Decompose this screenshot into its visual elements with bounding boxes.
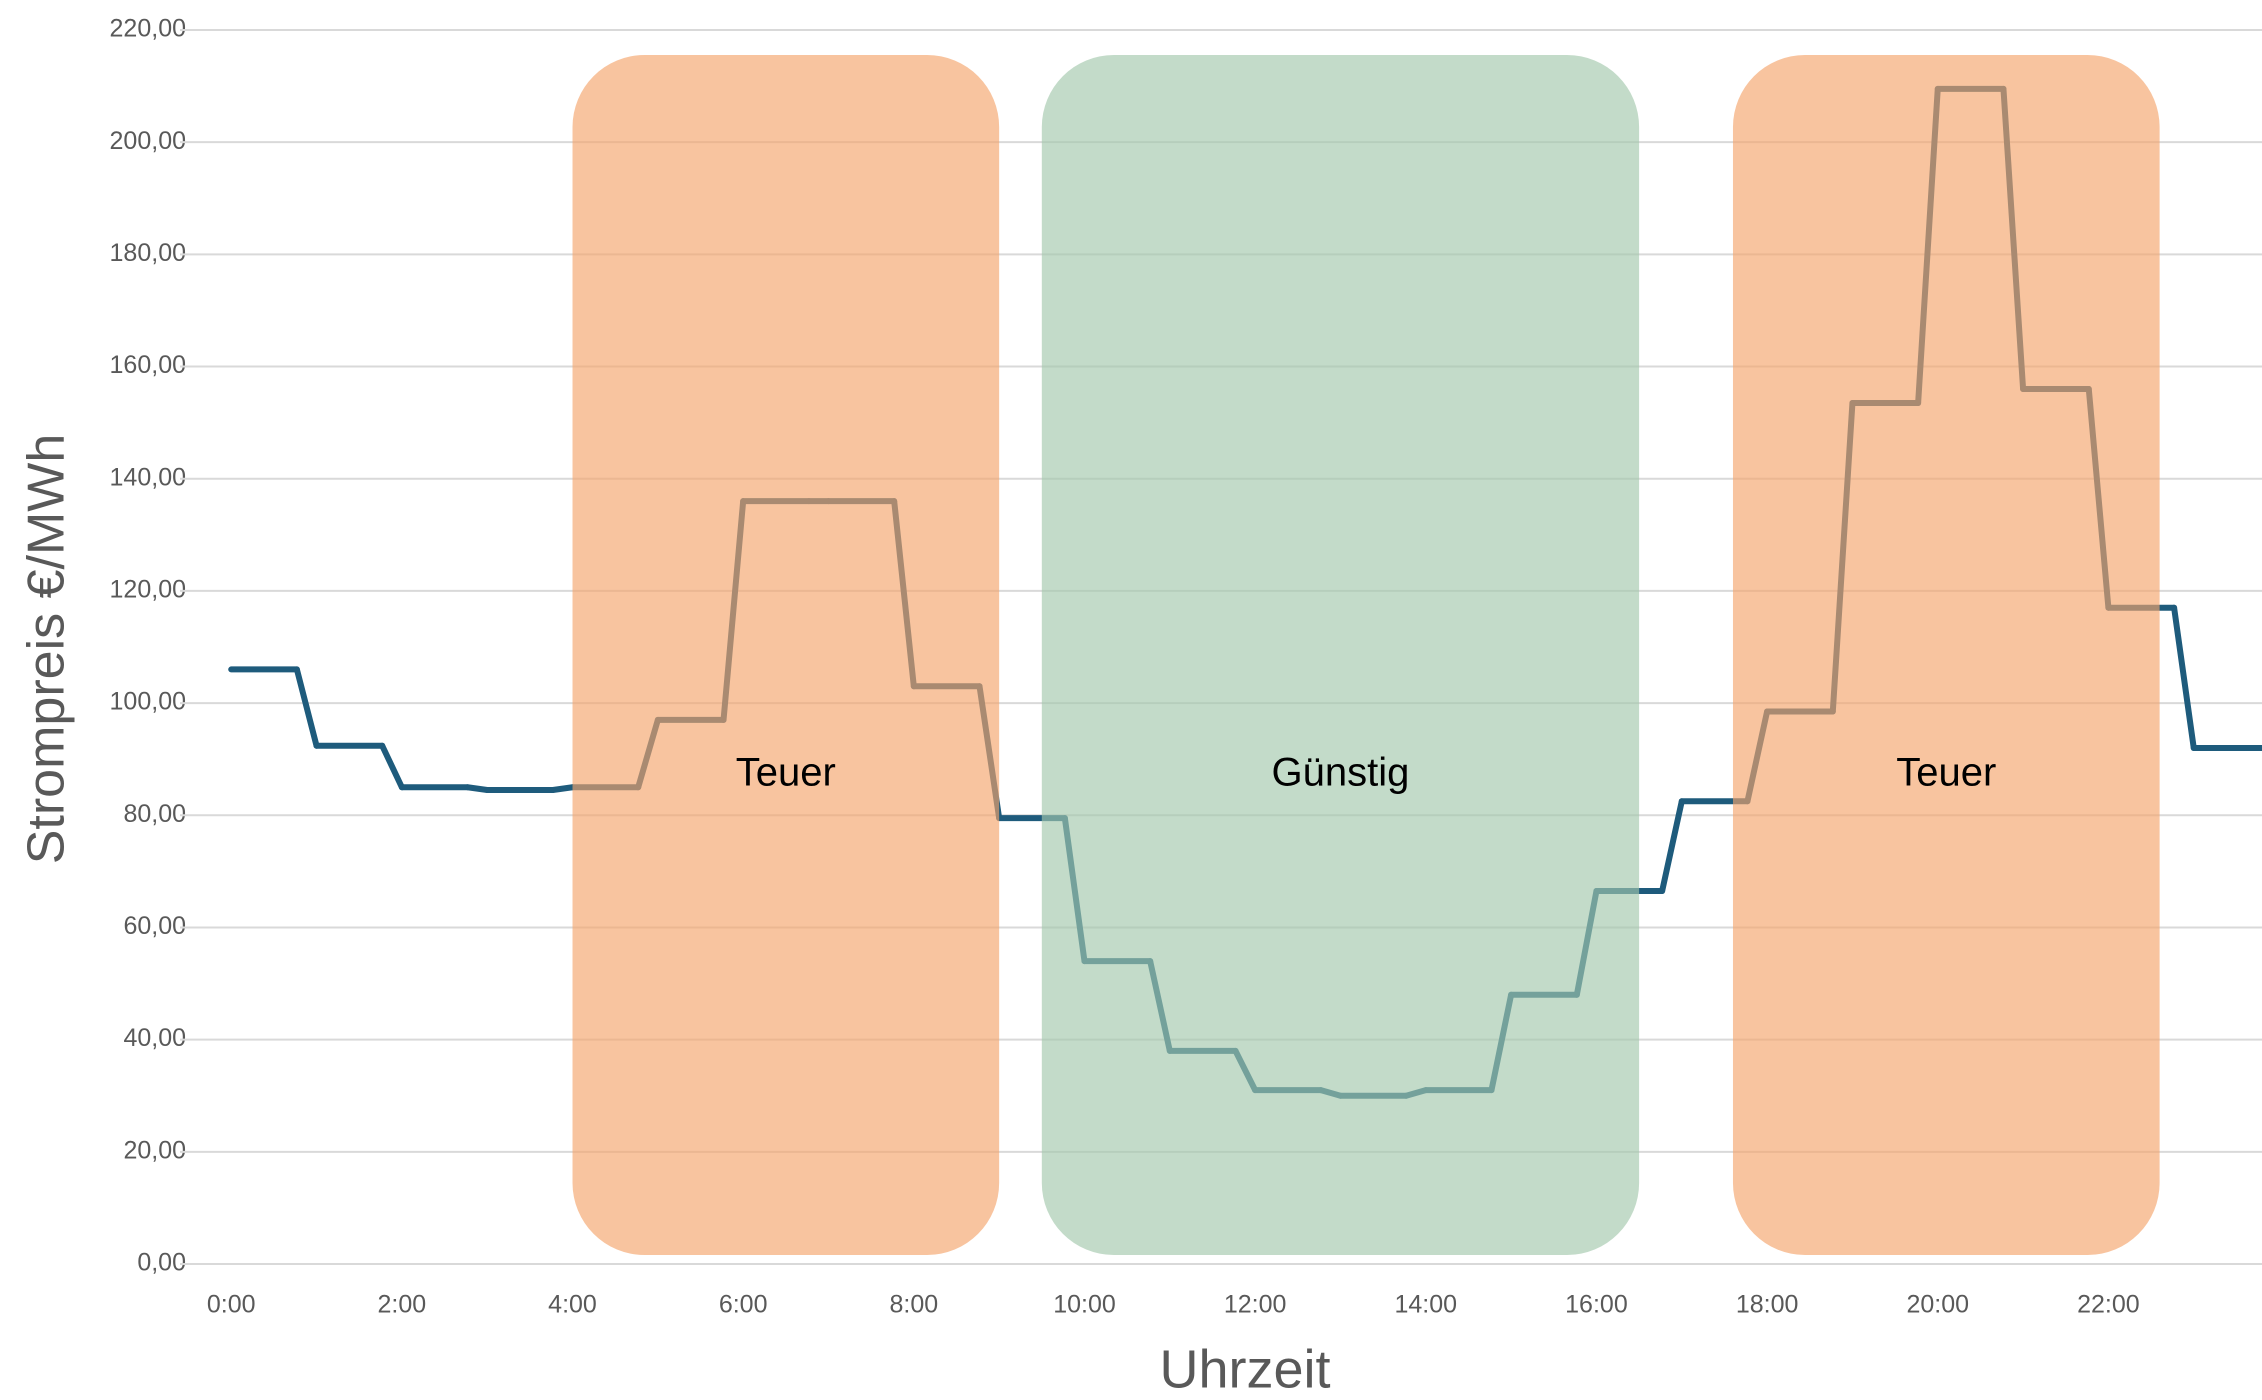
line-ramp bbox=[464, 784, 491, 794]
y-tick-label: 220,00 bbox=[110, 15, 186, 43]
x-tick-label: 22:00 bbox=[2077, 1291, 2140, 1319]
x-tick-label: 16:00 bbox=[1565, 1291, 1628, 1319]
y-tick-label: 200,00 bbox=[110, 127, 186, 155]
y-tick-label: 60,00 bbox=[123, 912, 186, 940]
x-tick-label: 14:00 bbox=[1395, 1291, 1458, 1319]
x-tick-label: 6:00 bbox=[719, 1291, 768, 1319]
y-tick-label: 20,00 bbox=[123, 1136, 186, 1164]
x-tick-label: 12:00 bbox=[1224, 1291, 1287, 1319]
y-tick-label: 140,00 bbox=[110, 463, 186, 491]
band bbox=[572, 55, 1000, 1255]
x-tick-label: 4:00 bbox=[548, 1291, 597, 1319]
band bbox=[1732, 55, 2160, 1255]
line-ramp bbox=[549, 784, 576, 794]
band-label: Günstig bbox=[1272, 751, 1410, 795]
band-label: Teuer bbox=[1896, 751, 1996, 795]
y-tick-label: 180,00 bbox=[110, 239, 186, 267]
line-ramp bbox=[1659, 798, 1685, 894]
line-ramp bbox=[293, 666, 320, 749]
x-tick-label: 10:00 bbox=[1053, 1291, 1116, 1319]
x-axis-title: Uhrzeit bbox=[1159, 1339, 1330, 1399]
x-tick-label: 2:00 bbox=[378, 1291, 427, 1319]
y-axis-title: Strompreis €/MWh bbox=[18, 434, 76, 865]
y-tick-label: 80,00 bbox=[123, 800, 186, 828]
x-tick-label: 8:00 bbox=[889, 1291, 938, 1319]
x-tick-label: 18:00 bbox=[1736, 1291, 1799, 1319]
band bbox=[1041, 55, 1640, 1255]
y-tick-label: 40,00 bbox=[123, 1024, 186, 1052]
band-label: Teuer bbox=[736, 751, 836, 795]
line-ramp bbox=[379, 742, 405, 791]
x-tick-label: 0:00 bbox=[207, 1291, 256, 1319]
y-tick-label: 100,00 bbox=[110, 688, 186, 716]
y-tick-label: 160,00 bbox=[110, 351, 186, 379]
line-ramp bbox=[2171, 604, 2197, 751]
y-tick-label: 120,00 bbox=[110, 576, 186, 604]
x-tick-label: 20:00 bbox=[1906, 1291, 1969, 1319]
y-tick-label: 0,00 bbox=[137, 1249, 186, 1277]
